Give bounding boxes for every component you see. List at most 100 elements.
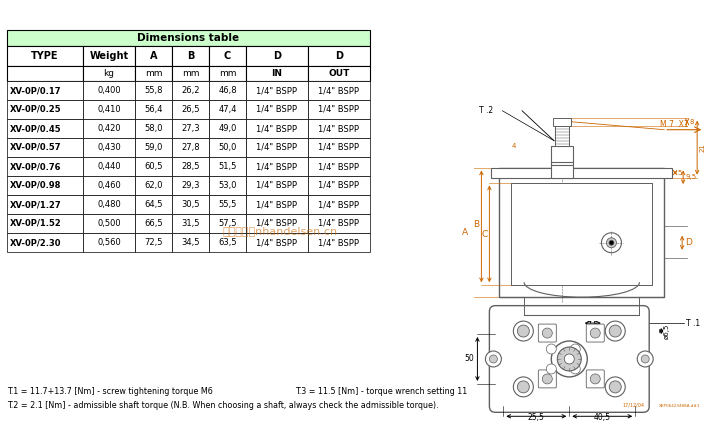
Bar	[209, 233, 246, 252]
Bar	[7, 100, 83, 119]
Text: 31,5: 31,5	[181, 219, 200, 228]
Bar	[551, 146, 573, 178]
Text: 50: 50	[464, 354, 474, 363]
Text: 0,480: 0,480	[97, 200, 121, 209]
Text: OUT: OUT	[328, 69, 350, 78]
Text: 34,5: 34,5	[181, 238, 200, 247]
Text: 0,460: 0,460	[97, 181, 121, 190]
Circle shape	[609, 325, 622, 337]
Text: 1/4" BSPP: 1/4" BSPP	[319, 162, 360, 171]
Circle shape	[518, 325, 529, 337]
Bar	[135, 176, 172, 195]
Text: XV-0P/0.25: XV-0P/0.25	[10, 105, 61, 114]
Text: 0,400: 0,400	[97, 86, 121, 95]
Text: 26,5: 26,5	[181, 105, 200, 114]
Bar	[7, 233, 83, 252]
Bar	[209, 157, 246, 176]
Bar	[172, 81, 209, 100]
Text: 9,5: 9,5	[685, 174, 696, 180]
Circle shape	[542, 328, 552, 338]
Bar	[209, 176, 246, 195]
FancyBboxPatch shape	[490, 306, 649, 412]
Text: 46,8: 46,8	[218, 86, 236, 95]
Bar	[172, 46, 209, 66]
Text: TYPE: TYPE	[31, 51, 58, 61]
Bar	[83, 157, 135, 176]
Bar	[7, 81, 83, 100]
Text: 1/4" BSPP: 1/4" BSPP	[319, 86, 360, 95]
Text: 0,500: 0,500	[97, 219, 121, 228]
Text: 58,0: 58,0	[144, 124, 163, 133]
FancyBboxPatch shape	[539, 324, 557, 342]
Bar	[308, 46, 370, 66]
Text: 7,5: 7,5	[587, 321, 599, 330]
Text: T.1 = 11.7+13.7 [Nm] - screw tightening torque M6: T.1 = 11.7+13.7 [Nm] - screw tightening …	[7, 386, 213, 395]
Text: A: A	[462, 228, 469, 237]
Bar	[308, 233, 370, 252]
Bar	[172, 176, 209, 195]
Bar	[246, 46, 308, 66]
Text: 50,0: 50,0	[218, 143, 236, 152]
Text: 55,8: 55,8	[144, 86, 163, 95]
Text: Dimensions table: Dimensions table	[138, 33, 239, 43]
Text: D: D	[685, 238, 692, 247]
Text: 27,8: 27,8	[181, 143, 200, 152]
Text: 0,560: 0,560	[97, 238, 121, 247]
Text: mm: mm	[145, 69, 162, 78]
Circle shape	[609, 240, 614, 245]
Bar	[135, 119, 172, 138]
Text: 17/12/04: 17/12/04	[622, 403, 645, 408]
Bar	[7, 119, 83, 138]
Bar	[83, 214, 135, 233]
Bar	[172, 100, 209, 119]
Bar	[209, 195, 246, 214]
Circle shape	[609, 381, 622, 393]
Bar	[209, 119, 246, 138]
Bar	[135, 157, 172, 176]
Text: 1/4" BSPP: 1/4" BSPP	[319, 238, 360, 247]
Bar	[7, 138, 83, 157]
Circle shape	[518, 381, 529, 393]
Bar	[7, 46, 83, 66]
Text: M 7  X1: M 7 X1	[660, 120, 689, 129]
Text: 1/4" BSPP: 1/4" BSPP	[257, 200, 298, 209]
Text: 5: 5	[677, 170, 681, 176]
Text: 1/4" BSPP: 1/4" BSPP	[257, 162, 298, 171]
Text: C: C	[482, 230, 487, 239]
Bar	[135, 214, 172, 233]
Text: 40,5: 40,5	[594, 413, 611, 421]
Text: 47,4: 47,4	[218, 105, 236, 114]
Text: 1/4" BSPP: 1/4" BSPP	[319, 200, 360, 209]
Text: 55,5: 55,5	[218, 200, 236, 209]
Text: 1/4" BSPP: 1/4" BSPP	[319, 124, 360, 133]
Bar	[172, 138, 209, 157]
Bar	[135, 46, 172, 66]
Text: 64,5: 64,5	[144, 200, 163, 209]
Circle shape	[605, 321, 625, 341]
Bar	[308, 195, 370, 214]
Text: XV-0P/2.30: XV-0P/2.30	[10, 238, 61, 247]
Text: 1/4" BSPP: 1/4" BSPP	[257, 124, 298, 133]
Text: 57,5: 57,5	[218, 219, 236, 228]
Bar	[172, 66, 209, 81]
Bar	[308, 66, 370, 81]
Bar	[7, 176, 83, 195]
Text: mm: mm	[182, 69, 199, 78]
Text: 0,420: 0,420	[97, 124, 121, 133]
FancyBboxPatch shape	[539, 370, 557, 388]
Bar	[209, 138, 246, 157]
Text: Weight: Weight	[89, 51, 128, 61]
Text: 62,0: 62,0	[144, 181, 163, 190]
Text: 1/4" BSPP: 1/4" BSPP	[257, 143, 298, 152]
Bar	[172, 233, 209, 252]
Text: 北京汉达森nhandelsen.cn: 北京汉达森nhandelsen.cn	[223, 226, 337, 236]
Text: mm: mm	[218, 69, 236, 78]
Bar	[135, 233, 172, 252]
Bar	[246, 176, 308, 195]
Text: 1/4" BSPP: 1/4" BSPP	[257, 219, 298, 228]
Text: 49,0: 49,0	[218, 124, 236, 133]
Bar	[83, 138, 135, 157]
Bar	[7, 157, 83, 176]
Text: XV-0P/0.17: XV-0P/0.17	[10, 86, 61, 95]
Text: T.2 = 2.1 [Nm] - admissible shaft torque (N.B. When choosing a shaft, always che: T.2 = 2.1 [Nm] - admissible shaft torque…	[7, 400, 438, 410]
